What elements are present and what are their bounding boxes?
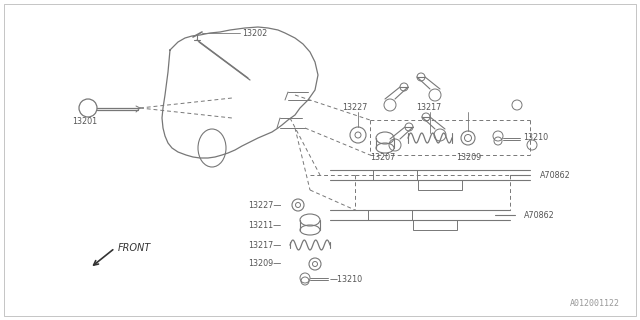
Text: 13210: 13210 bbox=[523, 133, 548, 142]
Text: 13217—: 13217— bbox=[248, 241, 281, 250]
Text: 13209: 13209 bbox=[456, 154, 481, 163]
Text: 13202: 13202 bbox=[242, 28, 268, 37]
Text: 13211—: 13211— bbox=[248, 220, 281, 229]
Text: 13227: 13227 bbox=[342, 103, 367, 113]
Text: A70862: A70862 bbox=[524, 211, 555, 220]
Text: FRONT: FRONT bbox=[118, 243, 151, 253]
Text: 13207: 13207 bbox=[370, 154, 396, 163]
Text: 13209—: 13209— bbox=[248, 259, 281, 268]
Text: A70862: A70862 bbox=[540, 171, 571, 180]
Text: 13217: 13217 bbox=[416, 103, 441, 113]
Text: 13201: 13201 bbox=[72, 117, 97, 126]
Text: —13210: —13210 bbox=[330, 276, 363, 284]
Text: 13227—: 13227— bbox=[248, 201, 282, 210]
Text: A012001122: A012001122 bbox=[570, 299, 620, 308]
